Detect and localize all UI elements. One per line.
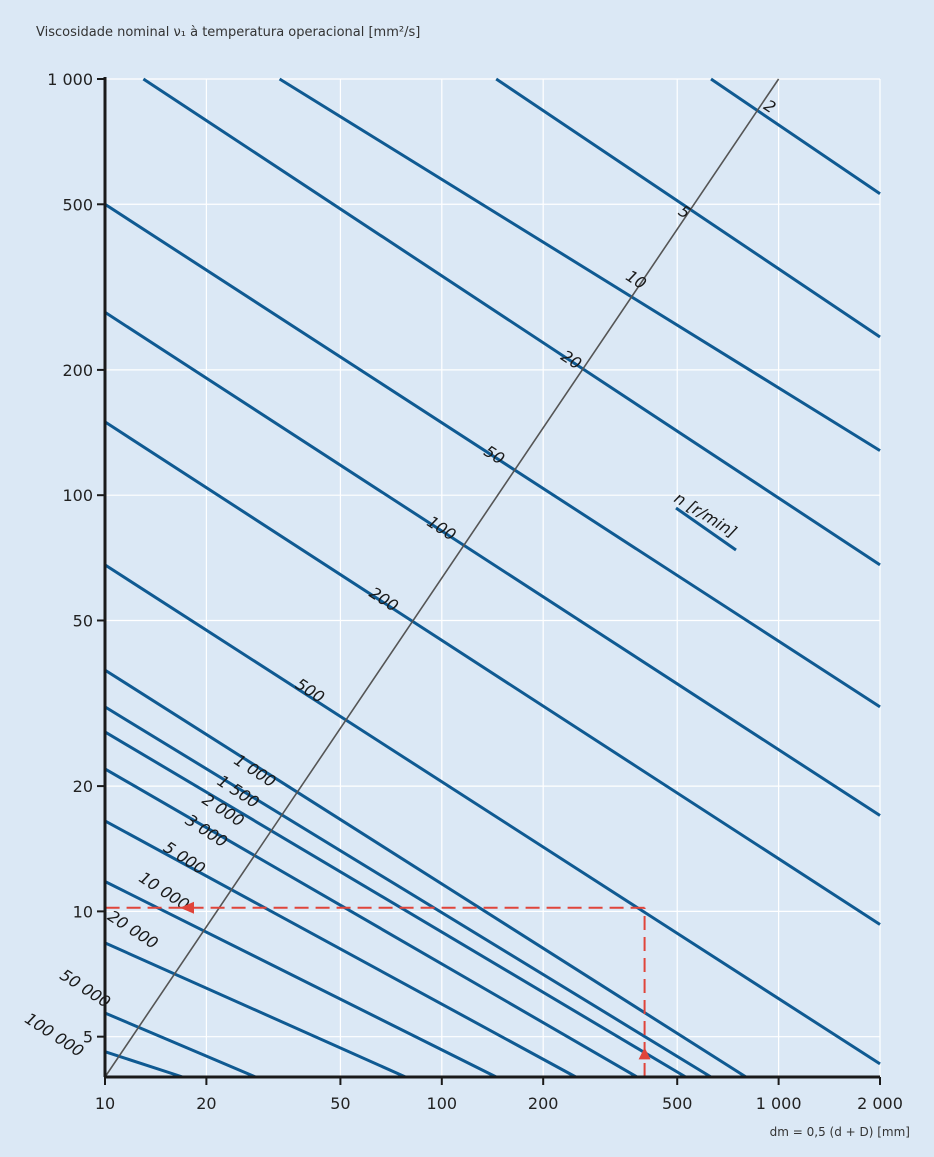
annotation bbox=[105, 901, 651, 1077]
legend: n [r/min] bbox=[671, 488, 740, 552]
speed-curve-12 bbox=[104, 819, 577, 1079]
legend-label: n [r/min] bbox=[671, 488, 740, 541]
speed-curve-5 bbox=[104, 311, 881, 817]
speed-curve-1 bbox=[495, 77, 881, 339]
speed-curve-11 bbox=[104, 767, 638, 1079]
annotation-arrow-left bbox=[180, 901, 194, 914]
speed-scale bbox=[104, 78, 780, 1078]
speed-curve-9 bbox=[104, 705, 712, 1079]
x-tick-label-3: 100 bbox=[427, 1094, 458, 1113]
speed-curve-4 bbox=[104, 203, 881, 709]
x-tick-label-0: 10 bbox=[95, 1094, 115, 1113]
speed-label-12: 5 000 bbox=[160, 837, 209, 878]
speed-curve-3 bbox=[142, 77, 881, 567]
curves bbox=[104, 77, 881, 1079]
y-tick-label-0: 5 bbox=[83, 1028, 93, 1047]
y-tick-label-1: 10 bbox=[73, 902, 93, 921]
speed-curve-8 bbox=[104, 668, 747, 1079]
chart-title: Viscosidade nominal ν₁ à temperatura ope… bbox=[36, 25, 420, 40]
axes: 5 10 20 50 100 200 500 1 000 10 20 50 100 200 500 1 00… bbox=[47, 70, 903, 1113]
speed-curve-7 bbox=[104, 563, 881, 1066]
speed-label-7: 500 bbox=[292, 674, 328, 707]
y-tick-label-7: 1 000 bbox=[47, 70, 93, 89]
y-tick-label-6: 500 bbox=[62, 195, 93, 214]
speed-curve-0 bbox=[710, 77, 881, 196]
speed-curve-15 bbox=[104, 1011, 257, 1079]
y-tick-label-3: 50 bbox=[73, 611, 93, 630]
speed-scale-line bbox=[104, 78, 780, 1078]
y-tick-label-4: 100 bbox=[62, 486, 93, 505]
speed-curve-2 bbox=[278, 77, 881, 452]
x-tick-label-1: 20 bbox=[196, 1094, 216, 1113]
x-tick-label-7: 2 000 bbox=[857, 1094, 903, 1113]
x-axis-label: dm = 0,5 (d + D) [mm] bbox=[770, 1125, 910, 1139]
y-tick-label-5: 200 bbox=[62, 361, 93, 380]
x-tick-label-2: 50 bbox=[330, 1094, 350, 1113]
x-tick-label-4: 200 bbox=[528, 1094, 559, 1113]
speed-curve-14 bbox=[104, 941, 407, 1079]
x-tick-label-5: 500 bbox=[662, 1094, 693, 1113]
speed-curve-13 bbox=[104, 880, 497, 1079]
speed-curve-6 bbox=[104, 420, 881, 926]
speed-label-2: 10 bbox=[622, 266, 649, 293]
speed-curve-16 bbox=[104, 1050, 184, 1079]
legend-line bbox=[675, 506, 737, 552]
speed-curve-10 bbox=[104, 730, 687, 1079]
annotation-arrow-up bbox=[638, 1047, 651, 1060]
grid bbox=[105, 78, 881, 1077]
y-tick-label-2: 20 bbox=[73, 777, 93, 796]
speed-label-16: 100 000 bbox=[21, 1009, 87, 1061]
x-tick-label-6: 1 000 bbox=[756, 1094, 802, 1113]
